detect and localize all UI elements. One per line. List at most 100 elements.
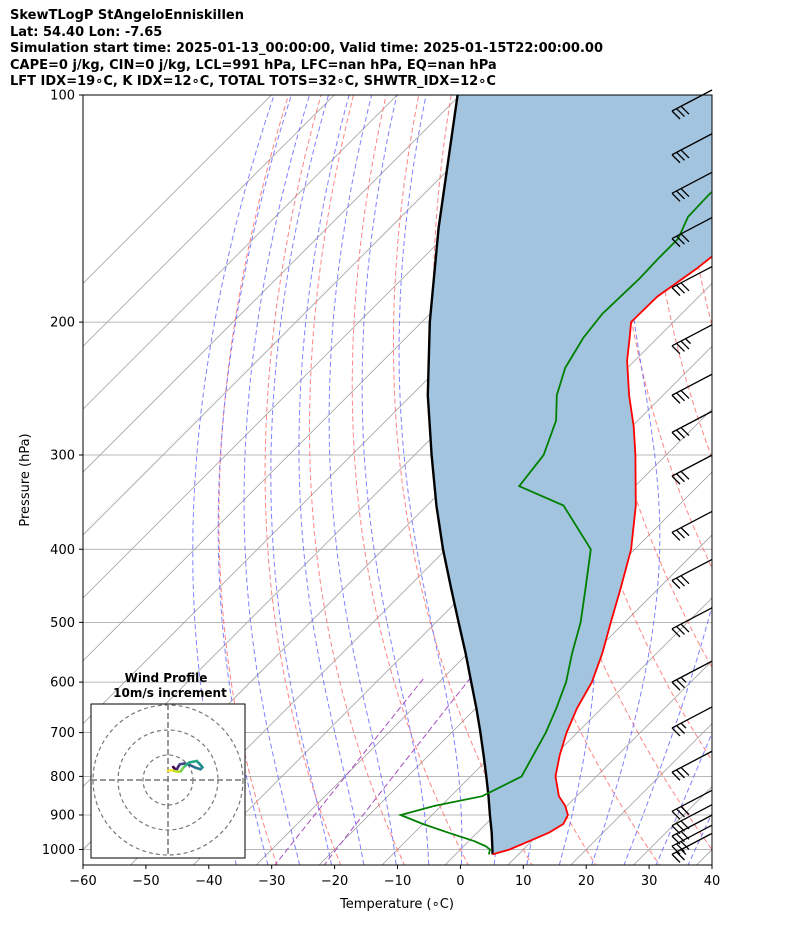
y-tick-label: 900 [50,808,75,823]
wind-barb-staff [671,660,713,683]
wind-barb-flag [671,853,681,863]
wind-barb-staff [671,789,713,812]
y-tick-label: 1000 [42,843,75,858]
dry-adiabat [218,95,289,865]
wind-barb-staff [671,510,713,534]
y-tick-label: 200 [50,316,75,331]
wind-barb-flag [671,287,681,297]
wind-barb [671,510,713,541]
wind-barb-flag [680,233,690,243]
wind-barb-flag [676,429,685,439]
x-tick-label: −60 [69,874,96,889]
wind-barb-staff [671,454,713,477]
isotherm-gridline [83,95,524,536]
wind-barb [671,789,713,820]
dry-adiabat [264,95,342,865]
dry-adiabat [613,95,712,570]
wind-barb-flag [676,235,685,245]
wind-barb-flag [676,108,685,118]
wind-barb-flag [680,575,690,585]
wind-barb-flag [680,188,690,197]
hodograph-plot [91,704,245,858]
wind-barb [671,706,713,737]
wind-barb-flag [671,835,681,845]
wind-barb-flag [676,679,685,689]
y-tick-label: 800 [50,770,75,785]
wind-barb-flag [671,475,681,485]
x-tick-label: −40 [195,874,222,889]
location-coordinates: Lat: 54.40 Lon: -7.65 [10,24,163,40]
hodograph-subtitle: 10m/s increment [113,686,227,700]
isotherm-gridline [318,471,712,865]
wind-barb [671,217,713,248]
wind-barb [671,832,713,863]
moist-adiabat [687,812,712,865]
wind-barb [671,171,713,202]
stability-parameters: CAPE=0 j/kg, CIN=0 j/kg, LCL=991 hPa, LF… [10,57,497,73]
wind-barb-flag [671,431,681,441]
wind-barb-flag [671,845,681,855]
wind-barb-flag [676,151,685,161]
wind-barb-half-flag [680,849,687,856]
simulation-times: Simulation start time: 2025-01-13_00:00:… [10,41,603,56]
wind-barbs [671,89,713,863]
wind-barb-flag [671,771,681,781]
wind-barb-flag [680,830,690,840]
wind-barb-flag [680,282,690,292]
x-tick-label: 30 [641,874,658,889]
wind-barb-staff [671,133,713,156]
moist-adiabat [623,95,712,865]
wind-barb-flag [671,681,681,691]
y-tick-label: 500 [50,616,75,631]
wind-barb-flag [676,725,685,734]
dry-adiabat [309,95,406,865]
y-tick-label: 700 [50,726,75,741]
wind-barb-flag [671,580,681,589]
dry-adiabat [646,95,712,460]
wind-barb-flag [680,427,690,437]
wind-barb [671,410,713,441]
wind-barb-half-flag [685,338,691,345]
isotherm-gridline [83,95,335,347]
index-parameters: LFT IDX=19∘C, K IDX=12∘C, TOTAL TOTS=32∘… [10,74,496,89]
dry-adiabat [777,95,794,881]
moist-adiabat [328,95,397,865]
wind-barb [671,660,713,691]
wind-barb-flag [671,154,681,164]
wind-barb [671,558,713,589]
wind-barb [671,804,713,835]
x-tick-label: −30 [258,874,285,889]
axes: −60 −50 −40 −30 −20 −10 0 10 20 30 40 100 200 300 400 5… [42,89,720,890]
wind-barb-staff [671,266,713,289]
x-tick-label: 10 [515,874,532,889]
wind-barb [671,814,713,845]
wind-barb [671,454,713,485]
wind-barb-flag [671,238,681,248]
wind-barb-flag [671,192,681,202]
dewpoint-profile-line [397,190,712,855]
cin-shading [427,95,712,855]
wind-barb-flag [680,340,690,350]
wind-barb-flag [671,825,681,835]
wind-barb-flag [671,394,681,404]
wind-barb-flag [676,808,685,818]
isotherm-gridline [83,95,272,284]
wind-barb-flag [676,392,685,402]
wind-barb-flag [676,190,685,200]
wind-barb-flag [671,531,681,541]
moist-adiabat [361,95,430,865]
wind-barb-staff [671,171,713,194]
moist-adiabat [217,95,292,865]
profile-series [397,95,712,856]
wind-barb-staff [671,750,713,773]
wind-barb-flag [680,470,690,480]
x-tick-label: 40 [704,874,721,889]
wind-barb [671,607,713,638]
x-axis-label: Temperature (∘C) [339,897,454,912]
wind-barb-staff [671,217,713,240]
hodograph-segment [166,768,174,773]
moist-adiabat [243,95,311,865]
moist-adiabat [591,95,661,865]
wind-barb-flag [680,806,690,815]
wind-barb-flag [671,345,681,355]
